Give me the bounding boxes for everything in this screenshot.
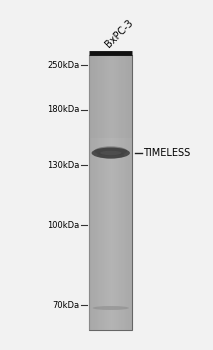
Bar bbox=[89, 55, 132, 330]
Bar bbox=[121, 55, 122, 330]
Bar bbox=[117, 55, 118, 330]
Text: 70kDa: 70kDa bbox=[52, 301, 79, 309]
Bar bbox=[124, 55, 125, 330]
Text: 180kDa: 180kDa bbox=[47, 105, 79, 114]
Bar bbox=[129, 55, 131, 330]
Bar bbox=[131, 55, 132, 330]
Text: 130kDa: 130kDa bbox=[47, 161, 79, 169]
Bar bbox=[118, 55, 119, 330]
Bar bbox=[99, 55, 101, 330]
Ellipse shape bbox=[93, 306, 129, 310]
Bar bbox=[102, 55, 104, 330]
Bar bbox=[89, 55, 91, 330]
Text: TIMELESS: TIMELESS bbox=[143, 148, 190, 158]
Bar bbox=[101, 55, 102, 330]
Bar bbox=[98, 55, 99, 330]
Bar bbox=[126, 55, 128, 330]
Text: 100kDa: 100kDa bbox=[47, 220, 79, 230]
Bar bbox=[105, 55, 106, 330]
Bar bbox=[122, 55, 124, 330]
Bar bbox=[95, 55, 96, 330]
Bar bbox=[89, 55, 132, 138]
Text: BxPC-3: BxPC-3 bbox=[104, 17, 135, 49]
Bar bbox=[108, 55, 109, 330]
Text: 250kDa: 250kDa bbox=[47, 61, 79, 70]
Bar bbox=[109, 55, 111, 330]
Bar bbox=[111, 55, 112, 330]
Bar bbox=[128, 55, 129, 330]
Bar bbox=[119, 55, 121, 330]
Ellipse shape bbox=[92, 147, 130, 159]
Bar bbox=[125, 55, 126, 330]
Bar bbox=[92, 55, 94, 330]
Bar bbox=[112, 55, 114, 330]
Bar bbox=[91, 55, 92, 330]
Bar bbox=[114, 55, 115, 330]
Bar bbox=[115, 55, 117, 330]
Ellipse shape bbox=[94, 146, 127, 156]
Bar bbox=[106, 55, 108, 330]
Bar bbox=[96, 55, 98, 330]
Bar bbox=[104, 55, 105, 330]
Bar bbox=[94, 55, 95, 330]
Ellipse shape bbox=[100, 151, 121, 155]
Ellipse shape bbox=[97, 151, 124, 159]
